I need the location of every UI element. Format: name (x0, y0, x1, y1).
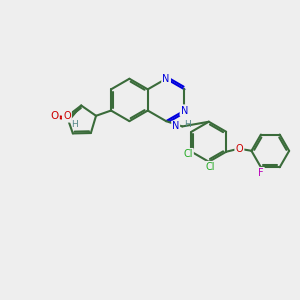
Text: O: O (236, 144, 243, 154)
Text: Cl: Cl (206, 162, 215, 172)
Text: F: F (258, 168, 264, 178)
Text: O: O (63, 111, 71, 122)
Text: N: N (181, 106, 188, 116)
Text: Cl: Cl (183, 149, 193, 159)
Text: H: H (184, 120, 190, 129)
Text: O: O (50, 111, 59, 122)
Text: H: H (71, 120, 78, 129)
Text: N: N (172, 122, 179, 131)
Text: N: N (162, 74, 170, 84)
